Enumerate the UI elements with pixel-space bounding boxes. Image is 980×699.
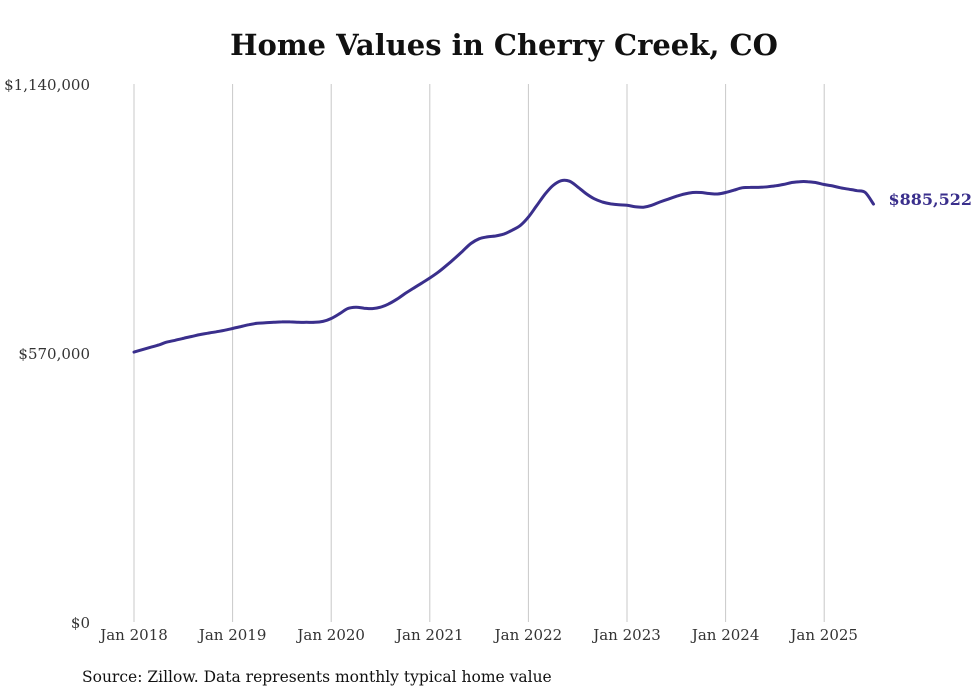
y-tick-label: $570,000 xyxy=(18,345,90,363)
y-tick-label: $1,140,000 xyxy=(4,76,90,94)
y-axis-ticks: $0 $570,000 $1,140,000 xyxy=(4,76,90,632)
x-tick-label: Jan 2018 xyxy=(98,626,168,644)
x-tick-label: Jan 2022 xyxy=(493,626,563,644)
chart-title: Home Values in Cherry Creek, CO xyxy=(230,28,778,62)
latest-value-label: $885,522 xyxy=(889,190,973,209)
source-note: Source: Zillow. Data represents monthly … xyxy=(82,668,552,686)
x-tick-label: Jan 2021 xyxy=(394,626,464,644)
y-tick-label: $0 xyxy=(71,614,90,632)
x-tick-label: Jan 2025 xyxy=(788,626,858,644)
home-value-line xyxy=(132,178,875,354)
x-tick-label: Jan 2024 xyxy=(690,626,760,644)
x-tick-label: Jan 2019 xyxy=(197,626,267,644)
x-tick-label: Jan 2020 xyxy=(295,626,365,644)
gridlines xyxy=(133,84,825,622)
x-axis-ticks: Jan 2018 Jan 2019 Jan 2020 Jan 2021 Jan 2022… xyxy=(98,626,858,644)
x-tick-label: Jan 2023 xyxy=(591,626,661,644)
